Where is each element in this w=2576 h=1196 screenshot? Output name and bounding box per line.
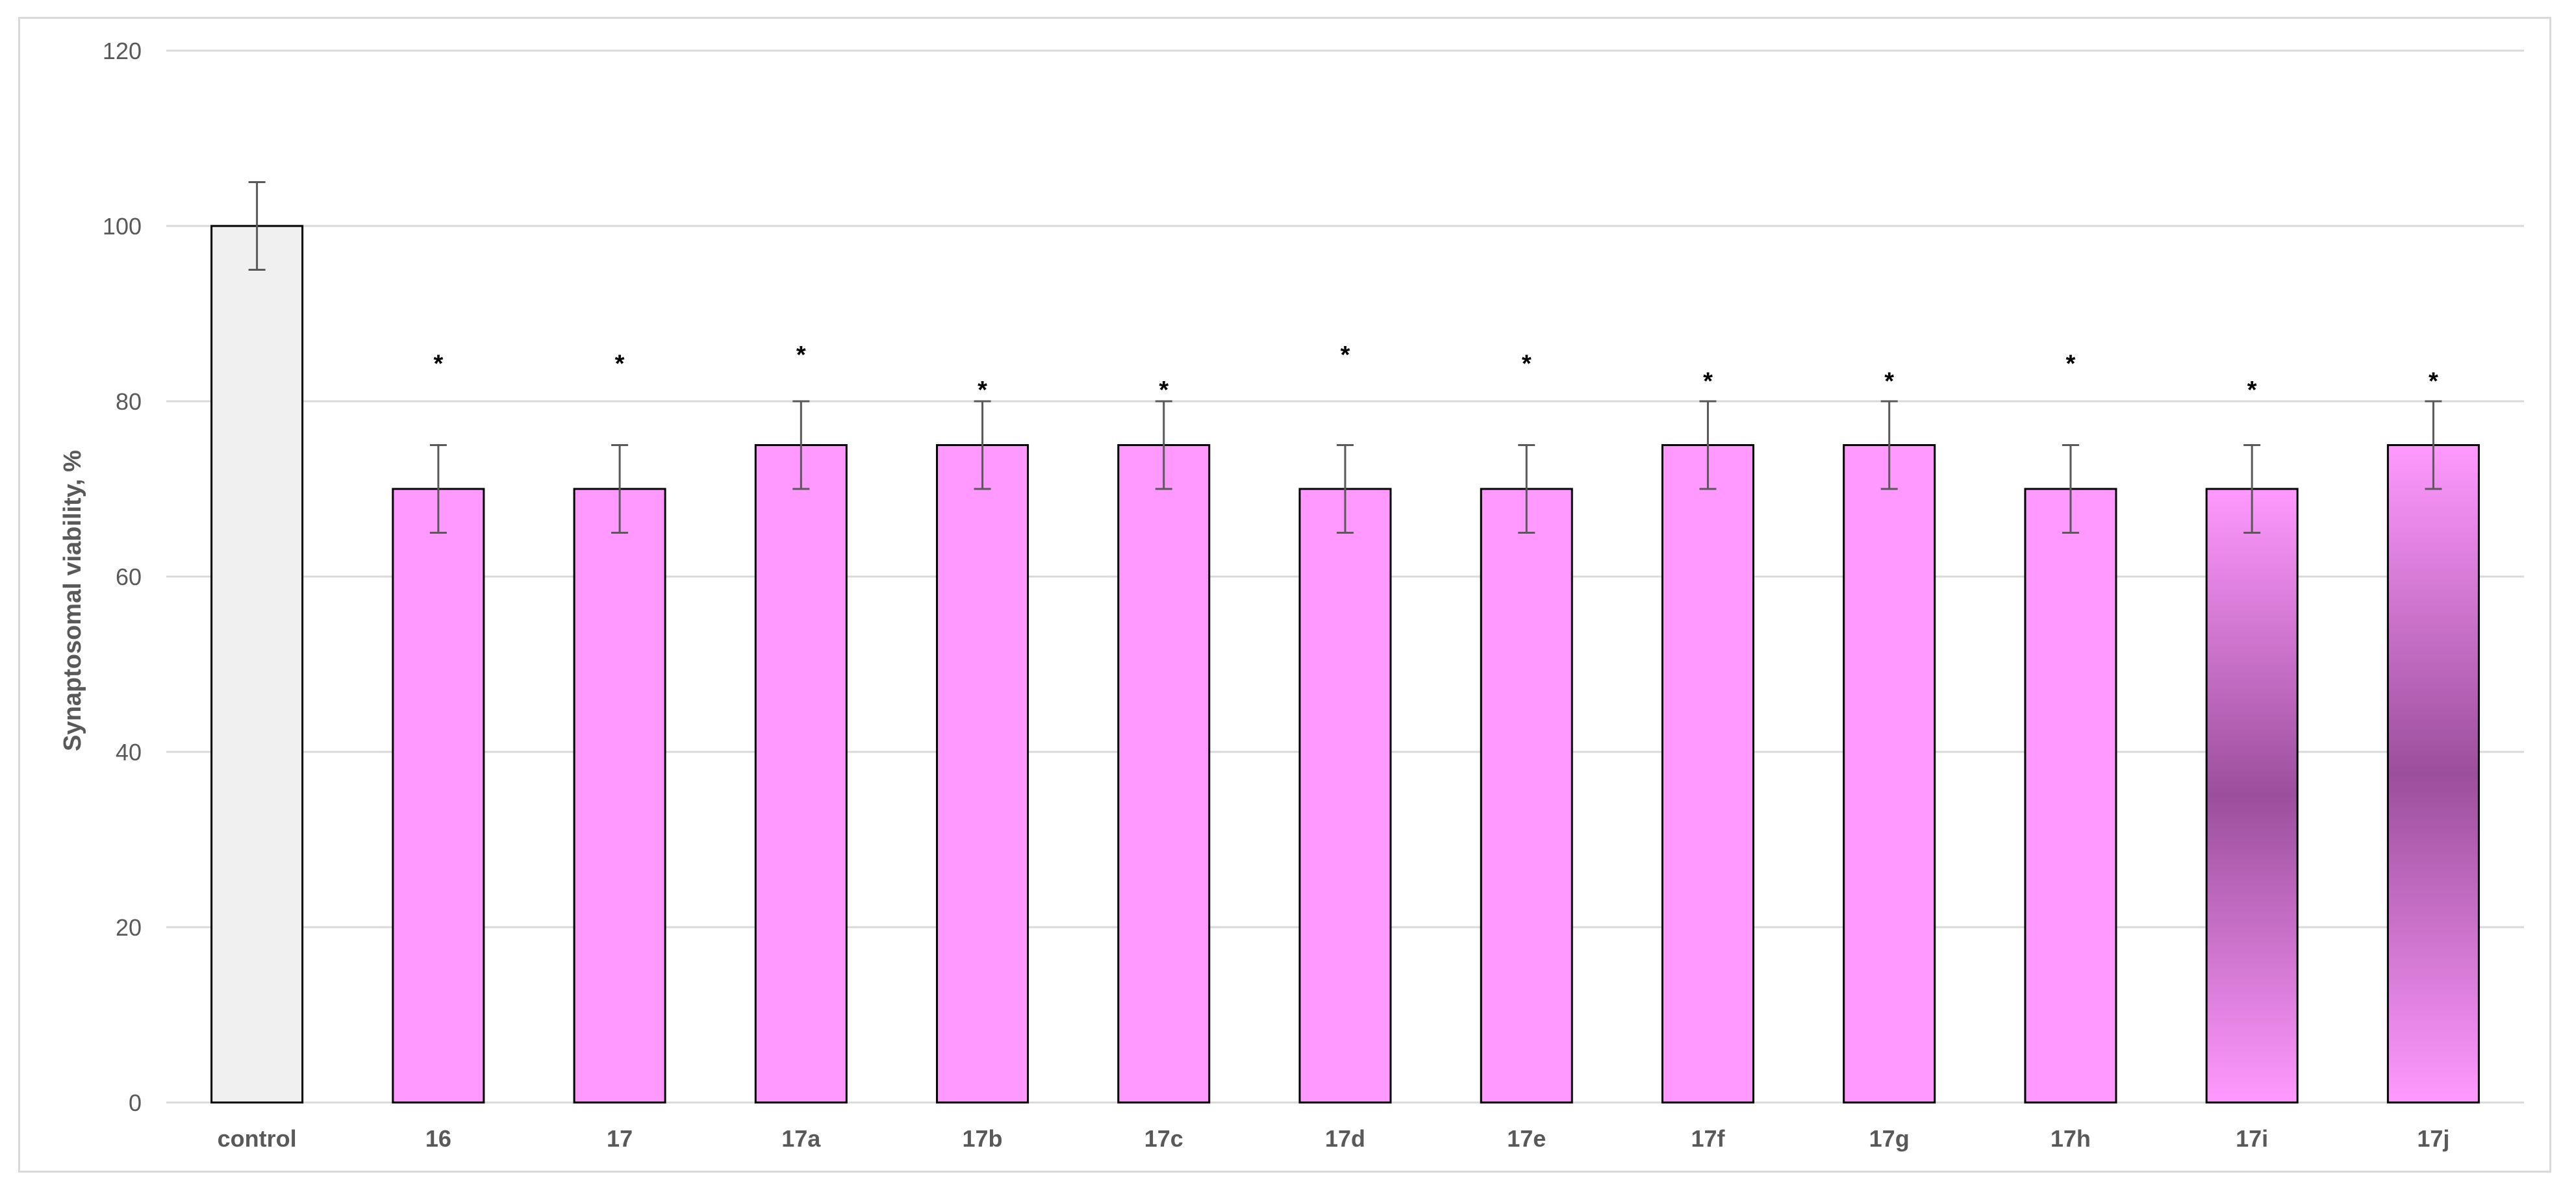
category-label-17f: 17f [1691,1125,1725,1152]
x-axis-categories: control 16 17 17a 17b 17c 17d 17e 17f 17g 17h 17i 17… [218,1125,2450,1152]
bar-17i [2205,488,2299,1104]
category-label-17d: 17d [1325,1125,1365,1152]
y-tick-label-60: 60 [116,564,142,590]
category-label-control: control [218,1125,297,1152]
category-label-17: 17 [607,1125,633,1152]
bar-17h [2024,488,2117,1104]
category-label-17g: 17g [1869,1125,1910,1152]
category-label-16: 16 [425,1125,451,1152]
y-axis-ticks: 0 20 40 60 80 100 120 [103,38,142,1116]
gridlines [166,49,2524,1104]
significance-star-17f: * [1703,368,1713,395]
error-bar-17d [1337,444,1354,534]
y-tick-label-20: 20 [116,914,142,941]
category-label-17h: 17h [2051,1125,2091,1152]
error-bar-control [248,181,266,271]
y-tick-label-0: 0 [129,1090,142,1116]
error-bar-17f [1699,400,1717,490]
category-label-17j: 17j [2417,1125,2449,1152]
significance-star-17j: * [2429,368,2438,395]
error-bar-17i [2243,444,2261,534]
significance-star-17a: * [796,342,806,369]
y-axis-label: Synaptosomal viability, % [59,450,86,751]
significance-markers: * * * * * * * * * * * * [433,342,2438,404]
error-bar-17g [1880,400,1898,490]
category-label-17i: 17i [2236,1125,2268,1152]
bar-17c [1117,444,1211,1104]
bar-16 [392,488,485,1104]
significance-star-17e: * [1522,351,1532,378]
bar-17b [936,444,1029,1104]
significance-star-17g: * [1884,368,1894,395]
significance-star-17b: * [978,377,987,404]
bar-17e [1480,488,1573,1104]
y-tick-label-40: 40 [116,739,142,766]
significance-star-17i: * [2247,377,2257,404]
y-tick-label-100: 100 [103,213,142,240]
bar-control [210,225,304,1104]
bar-17g [1843,444,1936,1104]
error-bars [248,181,2442,534]
category-label-17a: 17a [781,1125,821,1152]
bar-17a [754,444,848,1104]
bar-17d [1298,488,1392,1104]
significance-star-17: * [615,351,625,378]
error-bar-17j [2425,400,2442,490]
significance-star-17h: * [2066,351,2076,378]
y-tick-label-80: 80 [116,388,142,415]
error-bar-17b [974,400,991,490]
error-bar-17e [1518,444,1535,534]
category-label-17c: 17c [1144,1125,1183,1152]
error-bar-17c [1155,400,1172,490]
error-bar-17a [792,400,810,490]
bars [210,225,2480,1104]
bar-17j [2386,444,2480,1104]
bar-17 [573,488,666,1104]
error-bar-16 [429,444,447,534]
bar-17f [1661,444,1754,1104]
significance-star-17d: * [1341,342,1350,369]
y-tick-label-120: 120 [103,38,142,64]
error-bar-17h [2062,444,2079,534]
category-label-17b: 17b [963,1125,1003,1152]
significance-star-16: * [433,351,443,378]
error-bar-17 [611,444,629,534]
significance-star-17c: * [1159,377,1168,404]
chart-frame [18,17,2551,1173]
category-label-17e: 17e [1507,1125,1546,1152]
